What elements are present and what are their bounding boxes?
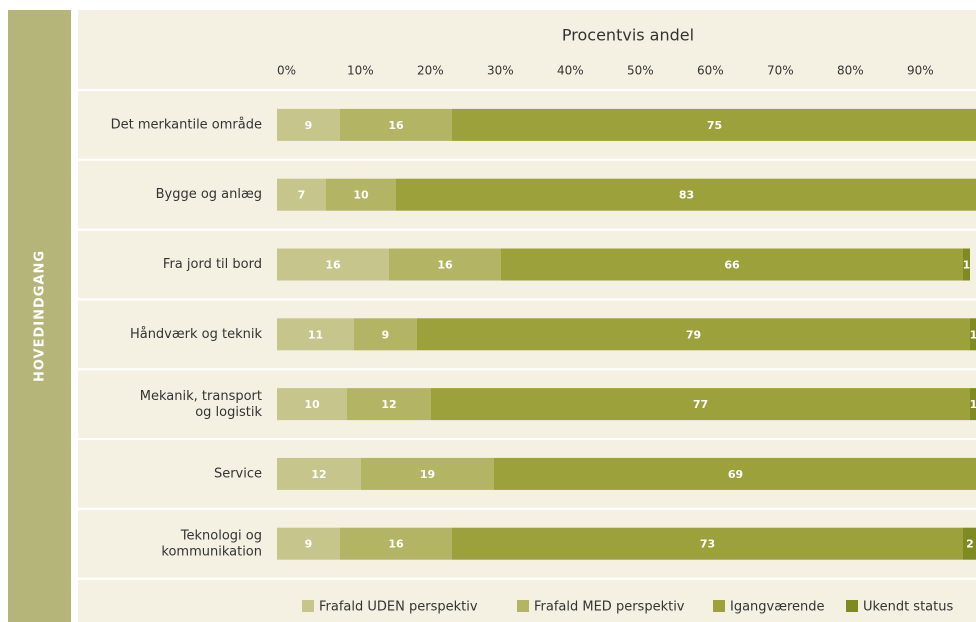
data-label: 69 [728,468,743,481]
data-label: 9 [305,538,313,551]
bar-segment [277,527,340,560]
data-label: 79 [686,328,701,341]
bar-segment [277,388,347,421]
data-label: 83 [679,189,694,202]
bar-segment [354,318,417,351]
x-tick-label: 80% [837,64,864,78]
data-label: 16 [388,119,404,132]
bar-segment [277,108,340,141]
x-tick-label: 30% [487,64,514,78]
data-label: 16 [437,259,453,272]
x-tick-label: 90% [907,64,934,78]
legend-swatch [302,600,314,612]
data-label: 12 [381,398,396,411]
bar-segment [396,178,976,211]
x-tick-label: 20% [417,64,444,78]
bar-segment [389,248,501,281]
data-label: 16 [388,538,404,551]
category-label: Håndværk og teknik [130,327,263,342]
category-label: Teknologi og kommunikation [161,528,262,559]
bar-segment [277,457,361,490]
legend-swatch [846,600,858,612]
bar-segment [277,318,354,351]
data-label: 10 [304,398,320,411]
data-label: 11 [308,328,323,341]
bar-segment [452,527,963,560]
category-label: Fra jord til bord [163,257,262,272]
data-label: 7 [298,189,306,202]
data-label: 10 [353,189,369,202]
bar-segment [417,318,970,351]
legend-label: Ukendt status [863,600,953,615]
category-label: Service [214,466,262,481]
category-label: Mekanik, transport og logistik [140,389,263,420]
legend-label: Frafald UDEN perspektiv [319,600,478,615]
bar-segment [326,178,396,211]
data-label: 77 [693,398,708,411]
x-tick-label: 0% [277,64,296,78]
side-band [8,10,71,622]
x-tick-label: 40% [557,64,584,78]
data-label: 16 [325,259,341,272]
x-tick-label: 50% [627,64,654,78]
legend-label: Frafald MED perspektiv [534,600,685,615]
bar-segment [431,388,970,421]
bar-segment [340,108,452,141]
data-label: 12 [311,468,326,481]
bar-segment [277,178,326,211]
category-label: Bygge og anlæg [156,187,262,202]
bar-segment [963,248,970,281]
bar-segment [340,527,452,560]
data-label: 1 [970,398,976,411]
x-tick-label: 70% [767,64,794,78]
bar-segment [970,388,976,421]
data-label: 1 [963,259,971,272]
bar-segment [963,527,976,560]
legend-swatch [517,600,529,612]
data-label: 1 [970,328,976,341]
bar-segment [970,318,976,351]
bar-segment [494,457,976,490]
data-label: 2 [966,538,974,551]
data-label: 19 [420,468,435,481]
bar-segment [501,248,963,281]
bar-segment [452,108,976,141]
legend-swatch [713,600,725,612]
legend-label: Igangværende [730,600,825,615]
data-label: 75 [707,119,722,132]
bar-segment [277,248,389,281]
data-label: 9 [305,119,313,132]
data-label: 66 [724,259,740,272]
bar-segment [347,388,431,421]
bar-segment [361,457,494,490]
x-tick-label: 10% [347,64,374,78]
category-label: Det merkantile område [111,117,262,132]
side-label: HOVEDINDGANG [33,250,48,382]
data-label: 73 [700,538,715,551]
data-label: 9 [382,328,390,341]
x-tick-label: 60% [697,64,724,78]
chart-title: Procentvis andel [562,26,694,45]
